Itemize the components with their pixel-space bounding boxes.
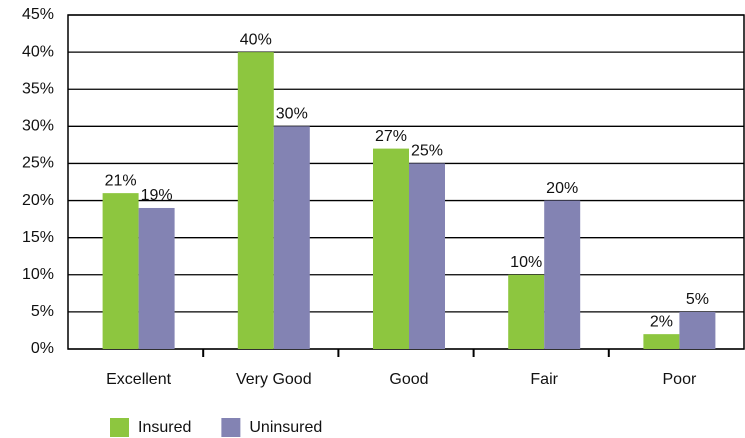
bar: [273, 126, 310, 349]
x-tick-label: Poor: [663, 371, 697, 388]
y-tick-label: 10%: [22, 266, 54, 283]
data-label: 2%: [650, 313, 673, 330]
legend-swatch: [221, 418, 241, 437]
y-tick-label: 35%: [22, 80, 54, 97]
bar: [643, 334, 680, 349]
y-tick-label: 15%: [22, 229, 54, 246]
y-tick-label: 25%: [22, 155, 54, 172]
y-tick-label: 20%: [22, 192, 54, 209]
bar: [508, 274, 545, 349]
bar: [409, 163, 445, 349]
y-tick-label: 45%: [22, 6, 54, 23]
x-tick-label: Very Good: [236, 371, 312, 388]
data-label: 20%: [546, 180, 578, 197]
legend-label: Insured: [138, 419, 191, 436]
bar: [138, 207, 175, 349]
bar: [237, 52, 274, 349]
bar: [102, 193, 139, 349]
x-tick-label: Fair: [530, 371, 558, 388]
bar: [544, 200, 581, 349]
data-label: 30%: [276, 106, 308, 123]
x-tick-label: Excellent: [106, 371, 171, 388]
y-tick-label: 0%: [31, 340, 54, 357]
data-label: 27%: [375, 128, 407, 145]
y-tick-label: 40%: [22, 43, 54, 60]
data-label: 25%: [411, 143, 443, 160]
legend-label: Uninsured: [249, 419, 322, 436]
legend-swatch: [110, 418, 129, 437]
data-label: 21%: [105, 172, 137, 189]
data-label: 5%: [686, 291, 709, 308]
data-label: 10%: [510, 254, 542, 271]
bar: [679, 311, 716, 349]
data-label: 19%: [141, 187, 173, 204]
data-label: 40%: [240, 31, 272, 48]
y-tick-label: 5%: [31, 303, 54, 320]
y-tick-label: 30%: [22, 118, 54, 135]
bar: [373, 148, 409, 349]
x-tick-label: Good: [389, 371, 428, 388]
